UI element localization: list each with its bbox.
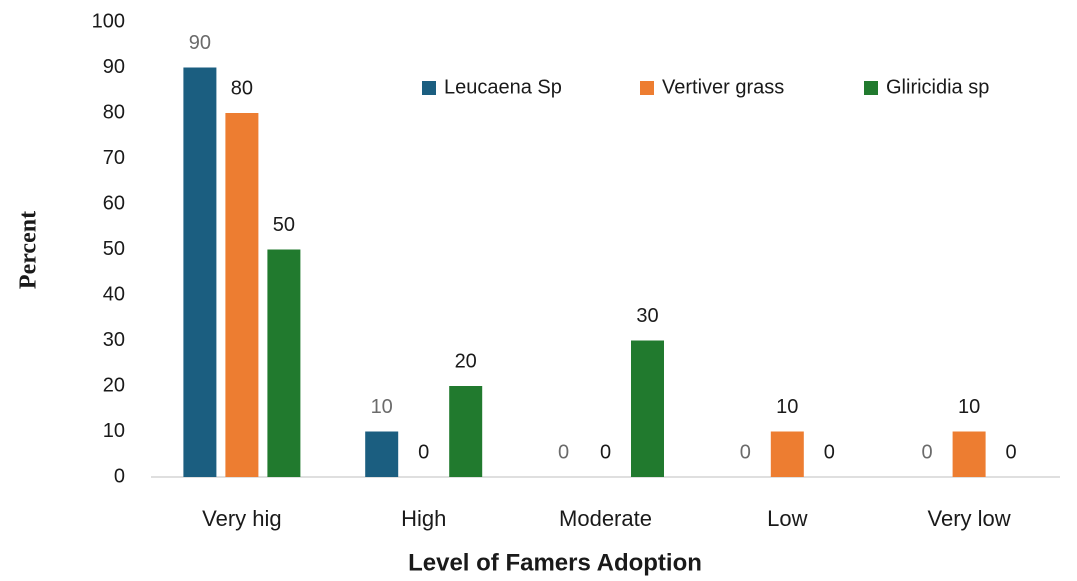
value-label: 0 bbox=[600, 441, 611, 463]
y-tick-label: 100 bbox=[92, 10, 125, 32]
value-label: 10 bbox=[371, 396, 393, 418]
legend-swatch bbox=[864, 81, 878, 95]
y-tick-label: 30 bbox=[103, 329, 125, 351]
value-label: 0 bbox=[1006, 441, 1017, 463]
value-label: 0 bbox=[824, 441, 835, 463]
y-tick-label: 90 bbox=[103, 56, 125, 78]
legend-swatch bbox=[422, 81, 436, 95]
y-tick-label: 50 bbox=[103, 238, 125, 260]
y-tick-label: 0 bbox=[114, 465, 125, 487]
y-tick-label: 80 bbox=[103, 101, 125, 123]
legend-label: Gliricidia sp bbox=[886, 76, 989, 98]
y-tick-label: 40 bbox=[103, 283, 125, 305]
y-tick-label: 10 bbox=[103, 420, 125, 442]
x-tick-label: Very low bbox=[928, 506, 1011, 531]
value-label: 30 bbox=[636, 305, 658, 327]
bar bbox=[770, 431, 804, 477]
x-axis-title: Level of Famers Adoption bbox=[408, 549, 702, 576]
y-tick-label: 20 bbox=[103, 374, 125, 396]
bar bbox=[365, 431, 399, 477]
x-tick-label: Moderate bbox=[559, 506, 652, 531]
value-label: 0 bbox=[922, 441, 933, 463]
value-label: 0 bbox=[418, 441, 429, 463]
y-tick-label: 60 bbox=[103, 192, 125, 214]
value-label: 10 bbox=[958, 396, 980, 418]
value-label: 90 bbox=[189, 32, 211, 54]
bar bbox=[225, 113, 259, 477]
value-label: 0 bbox=[558, 441, 569, 463]
x-tick-label: Low bbox=[767, 506, 807, 531]
legend-swatch bbox=[640, 81, 654, 95]
bar bbox=[183, 67, 217, 477]
bar bbox=[449, 386, 483, 477]
y-axis-title: Percent bbox=[16, 211, 42, 289]
value-label: 10 bbox=[776, 396, 798, 418]
value-label: 50 bbox=[273, 214, 295, 236]
legend-label: Leucaena Sp bbox=[444, 76, 562, 98]
bar bbox=[631, 340, 664, 477]
value-label: 20 bbox=[455, 350, 477, 372]
x-tick-label: High bbox=[401, 506, 446, 531]
y-tick-label: 70 bbox=[103, 147, 125, 169]
value-label: 0 bbox=[740, 441, 751, 463]
bar bbox=[267, 249, 301, 477]
legend-label: Vertiver grass bbox=[662, 76, 784, 98]
bar bbox=[952, 431, 986, 477]
x-tick-label: Very hig bbox=[202, 506, 282, 531]
value-label: 80 bbox=[231, 77, 253, 99]
